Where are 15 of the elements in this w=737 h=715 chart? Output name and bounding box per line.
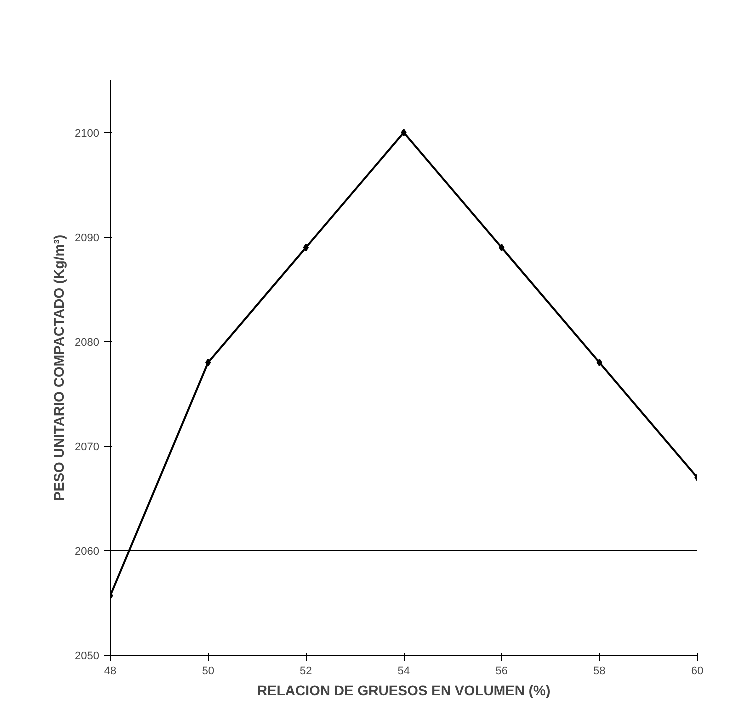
x-tick-label: 52 <box>300 666 312 678</box>
y-tick-label: 2060 <box>75 546 100 558</box>
y-tick-label: 2090 <box>75 232 100 244</box>
x-axis-title: RELACION DE GRUESOS EN VOLUMEN (%) <box>257 682 551 698</box>
y-tick-label: 2100 <box>75 128 100 140</box>
x-tick-label: 50 <box>202 666 214 678</box>
x-tick-label: 58 <box>594 666 606 678</box>
y-axis-title: PESO UNITARIO COMPACTADO (Kg/m³) <box>51 234 68 501</box>
x-tick-label: 56 <box>496 666 508 678</box>
y-tick-label: 2070 <box>75 441 100 454</box>
x-tick-label: 60 <box>691 666 704 678</box>
x-tick-label: 54 <box>398 666 410 678</box>
x-tick-label: 48 <box>104 666 117 678</box>
y-tick-label: 2050 <box>75 650 100 662</box>
y-tick-label: 2080 <box>75 336 100 349</box>
